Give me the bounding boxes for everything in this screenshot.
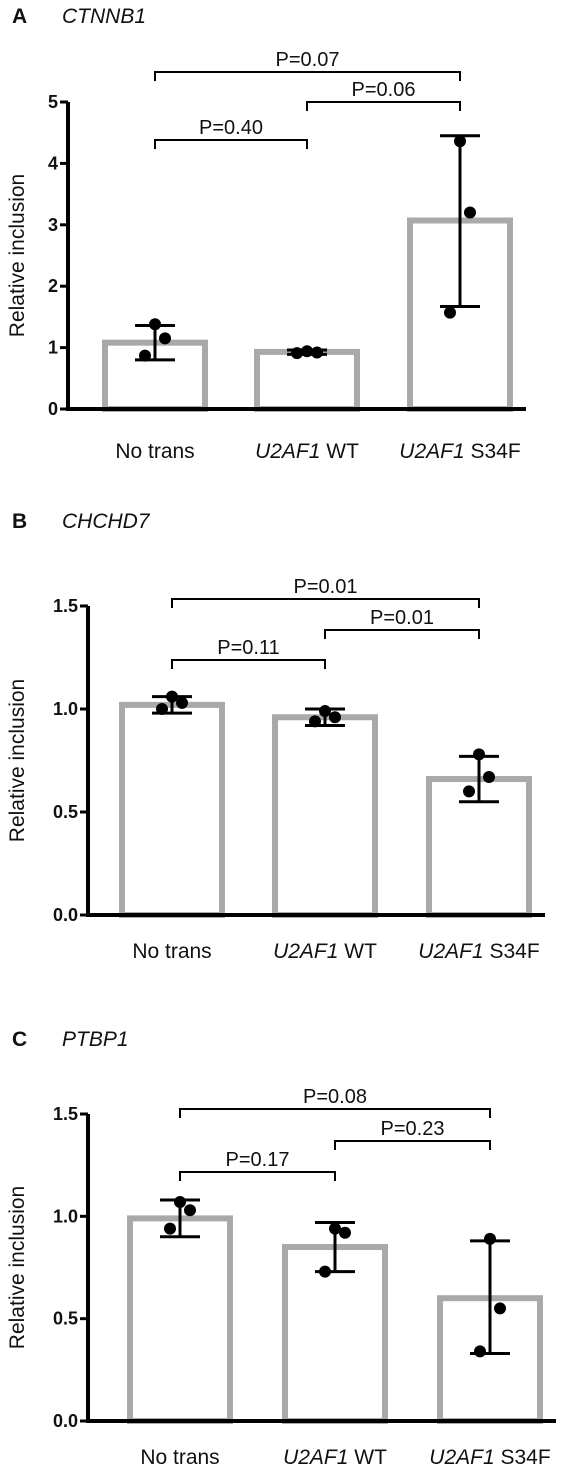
data-point bbox=[444, 306, 456, 319]
data-point bbox=[291, 347, 303, 360]
panel-letter: B bbox=[12, 510, 27, 533]
data-point bbox=[329, 711, 341, 724]
x-tick-label: U2AF1 WT bbox=[283, 1446, 387, 1469]
data-point bbox=[484, 1232, 496, 1245]
panel-letter: C bbox=[12, 1028, 27, 1051]
x-tick-label: U2AF1 WT bbox=[255, 440, 359, 463]
data-point bbox=[494, 1302, 506, 1315]
data-point bbox=[139, 349, 151, 362]
p-value-label: P=0.11 bbox=[217, 637, 279, 659]
y-tick-label: 1.0 bbox=[53, 699, 78, 719]
significance-bracket bbox=[324, 629, 480, 639]
panel-b: B CHCHD7 Relative inclusion 0.0 0.5 1.0 1.5 No … bbox=[6, 510, 545, 963]
x-tick-label: No trans bbox=[115, 440, 194, 463]
y-tick-label: 1.5 bbox=[53, 596, 78, 616]
y-tick-label: 3 bbox=[48, 215, 58, 235]
data-point bbox=[483, 770, 495, 783]
chart-title: CTNNB1 bbox=[62, 5, 146, 28]
significance-bracket bbox=[171, 659, 326, 669]
p-value-label: P=0.40 bbox=[199, 117, 263, 139]
p-value-label: P=0.06 bbox=[352, 79, 416, 101]
p-value-label: P=0.23 bbox=[381, 1118, 445, 1140]
data-point bbox=[329, 1222, 341, 1235]
y-axis-label: Relative inclusion bbox=[6, 174, 29, 337]
data-point bbox=[464, 206, 476, 219]
data-point bbox=[301, 345, 313, 358]
significance-bracket bbox=[179, 1108, 491, 1118]
data-point bbox=[164, 1222, 176, 1235]
data-point bbox=[176, 696, 188, 709]
data-point bbox=[159, 332, 171, 345]
data-point bbox=[174, 1196, 186, 1209]
bar bbox=[254, 348, 360, 413]
bar bbox=[127, 1215, 233, 1424]
panel-a: A CTNNB1 Relative inclusion 0 1 2 3 4 5 No trans U… bbox=[6, 5, 526, 463]
bar bbox=[282, 1244, 388, 1424]
p-value-label: P=0.08 bbox=[303, 1086, 367, 1108]
data-point bbox=[156, 703, 168, 715]
y-tick-label: 1.0 bbox=[53, 1206, 78, 1226]
p-value-label: P=0.01 bbox=[294, 576, 358, 598]
data-point bbox=[309, 715, 321, 728]
significance-bracket bbox=[154, 139, 308, 149]
y-tick-label: 0.0 bbox=[53, 905, 78, 925]
x-tick-label: U2AF1 S34F bbox=[429, 1446, 550, 1469]
chart-title: PTBP1 bbox=[62, 1028, 129, 1051]
x-tick-label: No trans bbox=[132, 940, 211, 963]
chart-title: CHCHD7 bbox=[62, 510, 151, 533]
p-value-label: P=0.17 bbox=[226, 1149, 290, 1171]
panel-c: C PTBP1 Relative inclusion 0.0 0.5 1.0 1.5 No t… bbox=[6, 1028, 556, 1469]
data-point bbox=[319, 705, 331, 718]
y-tick-label: 2 bbox=[48, 276, 58, 296]
y-tick-label: 5 bbox=[48, 92, 58, 112]
y-axis-label: Relative inclusion bbox=[6, 1186, 29, 1349]
significance-bracket bbox=[154, 71, 461, 81]
bar bbox=[272, 714, 378, 918]
x-tick-label: U2AF1 S34F bbox=[399, 440, 520, 463]
data-point bbox=[149, 318, 161, 331]
data-point bbox=[339, 1226, 351, 1239]
y-tick-label: 4 bbox=[48, 153, 58, 173]
y-tick-label: 1.5 bbox=[53, 1104, 78, 1124]
bar bbox=[119, 701, 225, 918]
y-tick-label: 0.5 bbox=[53, 802, 78, 822]
data-point bbox=[454, 135, 466, 148]
data-point bbox=[184, 1204, 196, 1217]
data-point bbox=[474, 1345, 486, 1358]
x-tick-label: U2AF1 WT bbox=[273, 940, 377, 963]
significance-bracket bbox=[334, 1140, 491, 1150]
data-point bbox=[463, 785, 475, 798]
x-tick-label: No trans bbox=[140, 1446, 219, 1469]
p-value-label: P=0.01 bbox=[370, 607, 434, 629]
y-tick-label: 0.0 bbox=[53, 1411, 78, 1431]
data-point bbox=[473, 748, 485, 761]
data-point bbox=[311, 346, 323, 359]
significance-bracket bbox=[306, 101, 461, 111]
y-tick-label: 0 bbox=[48, 399, 58, 419]
y-axis-label: Relative inclusion bbox=[6, 679, 29, 842]
significance-bracket bbox=[179, 1171, 336, 1181]
p-value-label: P=0.07 bbox=[276, 49, 340, 71]
panel-letter: A bbox=[12, 5, 27, 28]
data-point bbox=[319, 1265, 331, 1278]
data-point bbox=[166, 690, 178, 703]
y-tick-label: 1 bbox=[48, 338, 58, 358]
significance-bracket bbox=[171, 598, 480, 608]
y-tick-label: 0.5 bbox=[53, 1309, 78, 1329]
x-tick-label: U2AF1 S34F bbox=[418, 940, 539, 963]
